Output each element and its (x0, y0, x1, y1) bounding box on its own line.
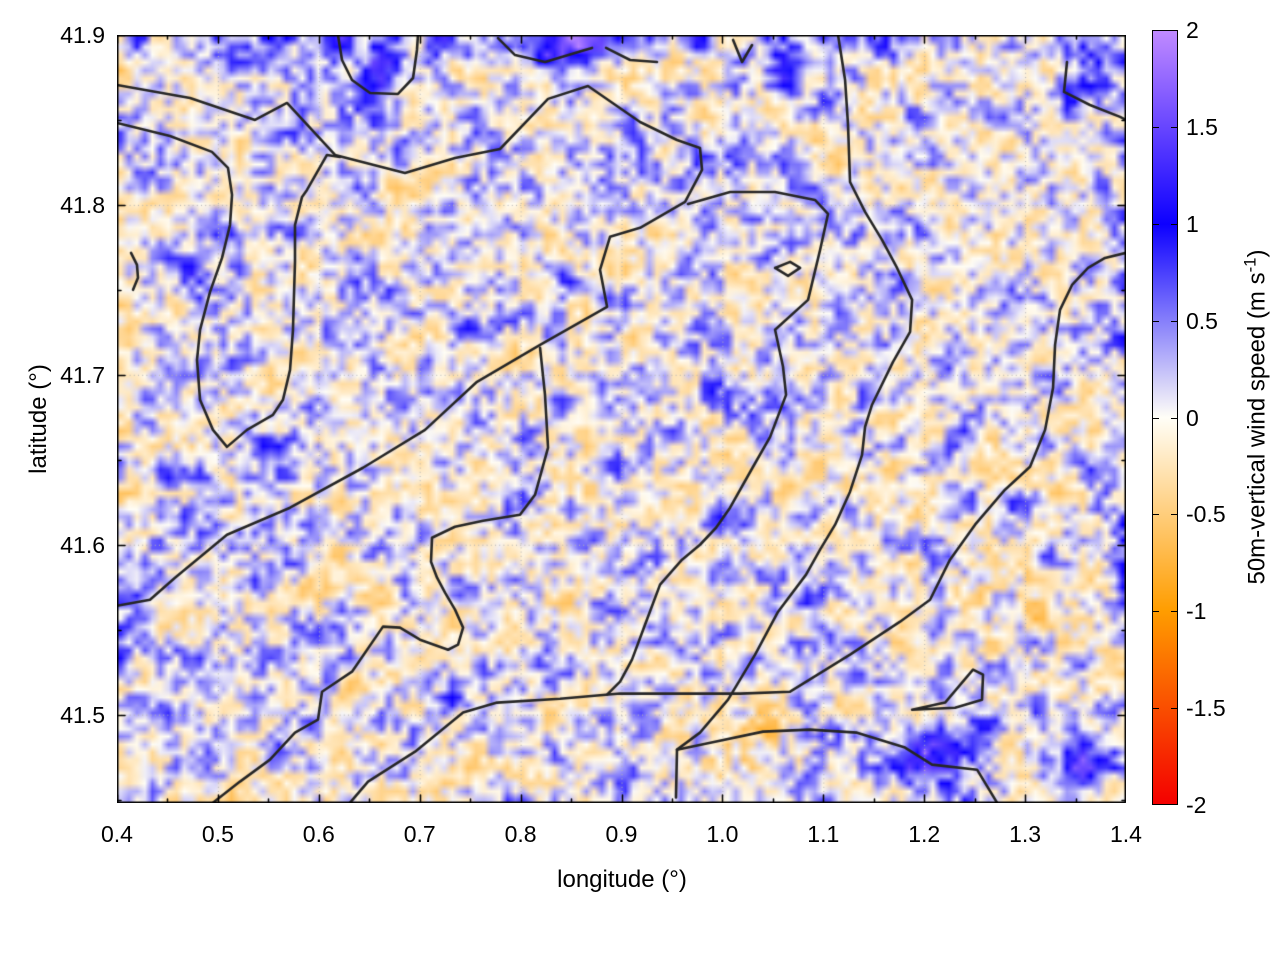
colorbar-tick (1171, 514, 1178, 515)
colorbar-label-superscript: -1 (1240, 257, 1260, 273)
colorbar-tick (1171, 127, 1178, 128)
colorbar-label: 50m-vertical wind speed (m s-1) (1241, 249, 1272, 584)
x-tick-label-1.0: 1.0 (706, 821, 739, 847)
x-tick-label-1.4: 1.4 (1110, 821, 1142, 847)
colorbar-tick-label-0: 0 (1186, 404, 1199, 431)
y-tick-label-41.9: 41.9 (60, 22, 105, 48)
colorbar-tick (1171, 611, 1178, 612)
x-tick-label-0.6: 0.6 (302, 821, 335, 847)
heatmap-plot-canvas (117, 35, 1126, 803)
y-tick-label-41.5: 41.5 (60, 701, 105, 728)
colorbar-tick (1152, 224, 1159, 225)
colorbar-label-text: 50m-vertical wind speed (m s (1243, 272, 1271, 585)
x-axis-label: longitude (°) (557, 866, 687, 893)
colorbar-tick-label--0.5: -0.5 (1186, 501, 1226, 528)
x-tick-label-1.2: 1.2 (908, 821, 941, 847)
x-tick-label-1.3: 1.3 (1009, 821, 1042, 847)
colorbar-tick (1152, 418, 1159, 419)
x-tick-label-0.7: 0.7 (403, 821, 436, 847)
colorbar-label-suffix: ) (1243, 249, 1271, 258)
colorbar-tick (1152, 514, 1159, 515)
x-tick-label-0.5: 0.5 (201, 821, 234, 847)
colorbar-tick (1152, 708, 1159, 709)
x-tick-label-0.4: 0.4 (101, 821, 133, 847)
colorbar-tick (1152, 611, 1159, 612)
colorbar-tick (1171, 418, 1178, 419)
colorbar (1152, 30, 1178, 805)
colorbar-tick-label-1.5: 1.5 (1186, 113, 1218, 140)
colorbar-tick-label-2: 2 (1186, 17, 1199, 43)
y-tick-label-41.8: 41.8 (60, 191, 105, 218)
colorbar-tick-label-0.5: 0.5 (1186, 307, 1218, 334)
colorbar-tick (1152, 127, 1159, 128)
y-tick-label-41.7: 41.7 (60, 361, 105, 388)
y-tick-label-41.6: 41.6 (60, 531, 105, 558)
colorbar-tick-label--1.5: -1.5 (1186, 695, 1226, 722)
colorbar-tick (1171, 224, 1178, 225)
x-tick-label-0.8: 0.8 (504, 821, 537, 847)
colorbar-tick (1171, 321, 1178, 322)
x-tick-label-1.1: 1.1 (807, 821, 840, 847)
colorbar-tick-label--2: -2 (1186, 792, 1207, 818)
colorbar-tick (1171, 708, 1178, 709)
colorbar-tick-label--1: -1 (1186, 598, 1207, 625)
colorbar-tick-label-1: 1 (1186, 210, 1199, 237)
x-tick-label-0.9: 0.9 (605, 821, 638, 847)
colorbar-tick (1152, 321, 1159, 322)
